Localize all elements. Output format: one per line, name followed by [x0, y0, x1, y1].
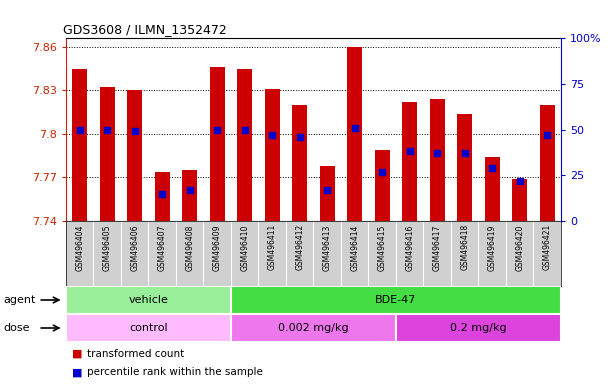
Text: GSM496411: GSM496411: [268, 224, 277, 270]
Bar: [430, 99, 445, 221]
Bar: [457, 114, 472, 221]
Bar: [66, 314, 231, 342]
Bar: [66, 286, 231, 314]
Text: GSM496417: GSM496417: [433, 224, 442, 271]
Bar: [512, 179, 527, 221]
Bar: [320, 166, 335, 221]
Text: agent: agent: [3, 295, 35, 305]
Text: 0.002 mg/kg: 0.002 mg/kg: [278, 323, 349, 333]
Bar: [485, 157, 500, 221]
Text: GSM496404: GSM496404: [75, 224, 84, 271]
Text: GSM496421: GSM496421: [543, 224, 552, 270]
Text: GSM496407: GSM496407: [158, 224, 167, 271]
Text: GSM496410: GSM496410: [240, 224, 249, 271]
Bar: [540, 105, 555, 221]
Bar: [155, 172, 170, 221]
Text: 0.2 mg/kg: 0.2 mg/kg: [450, 323, 507, 333]
Bar: [375, 150, 390, 221]
Bar: [347, 47, 362, 221]
Bar: [402, 102, 417, 221]
Text: dose: dose: [3, 323, 29, 333]
Bar: [210, 67, 225, 221]
Text: GSM496414: GSM496414: [350, 224, 359, 271]
Bar: [265, 89, 280, 221]
Text: vehicle: vehicle: [128, 295, 169, 305]
Text: GSM496413: GSM496413: [323, 224, 332, 271]
Text: transformed count: transformed count: [87, 349, 185, 359]
Bar: [72, 68, 87, 221]
Bar: [127, 90, 142, 221]
Bar: [231, 286, 561, 314]
Text: GSM496405: GSM496405: [103, 224, 112, 271]
Text: GSM496420: GSM496420: [515, 224, 524, 271]
Text: GDS3608 / ILMN_1352472: GDS3608 / ILMN_1352472: [63, 23, 227, 36]
Bar: [231, 314, 396, 342]
Text: control: control: [129, 323, 168, 333]
Text: BDE-47: BDE-47: [375, 295, 417, 305]
Text: GSM496416: GSM496416: [405, 224, 414, 271]
Text: ■: ■: [72, 349, 82, 359]
Text: GSM496418: GSM496418: [460, 224, 469, 270]
Text: GSM496408: GSM496408: [185, 224, 194, 271]
Text: percentile rank within the sample: percentile rank within the sample: [87, 367, 263, 377]
Bar: [100, 88, 115, 221]
Text: ■: ■: [72, 367, 82, 377]
Bar: [292, 105, 307, 221]
Bar: [182, 170, 197, 221]
Bar: [396, 314, 561, 342]
Text: GSM496406: GSM496406: [130, 224, 139, 271]
Text: GSM496409: GSM496409: [213, 224, 222, 271]
Text: GSM496419: GSM496419: [488, 224, 497, 271]
Text: GSM496412: GSM496412: [295, 224, 304, 270]
Bar: [237, 68, 252, 221]
Text: GSM496415: GSM496415: [378, 224, 387, 271]
